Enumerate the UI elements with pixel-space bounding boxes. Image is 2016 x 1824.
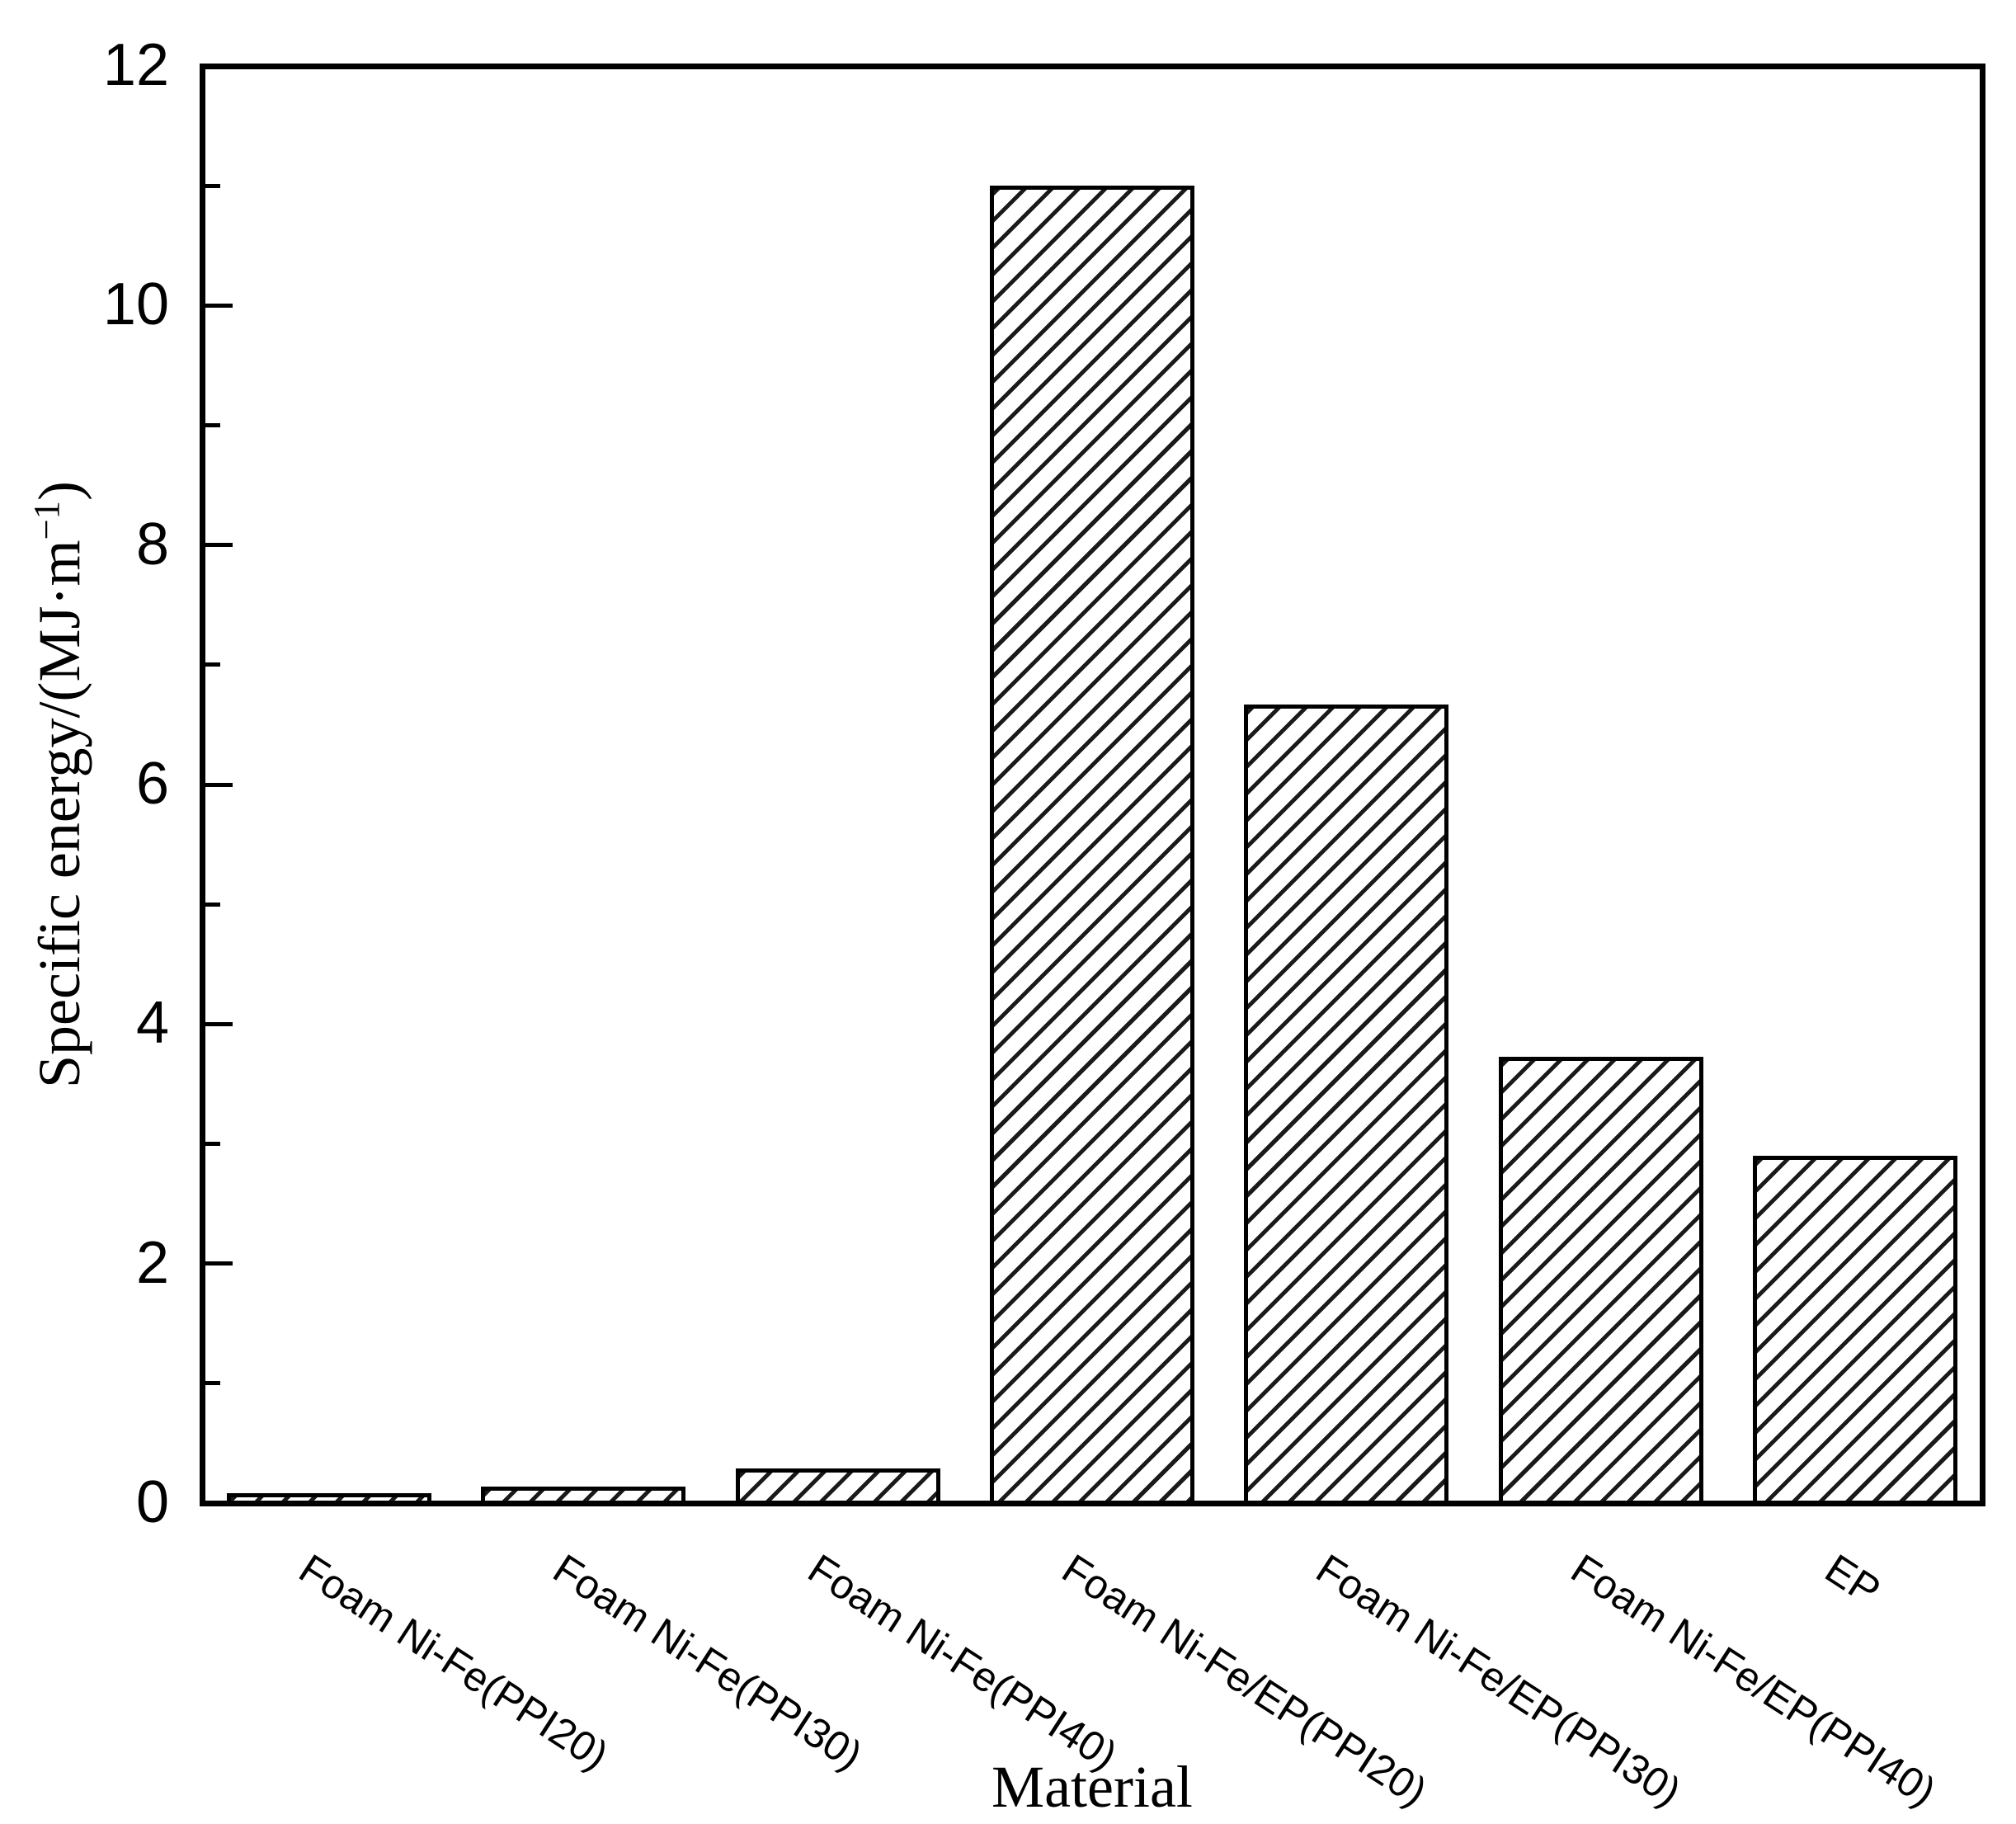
bar-3 [736, 1468, 940, 1506]
bar-4 [990, 186, 1194, 1506]
y-minor-tick [205, 184, 220, 188]
y-tick-label: 12 [102, 32, 169, 98]
bar-6 [1499, 1057, 1703, 1506]
y-minor-tick [205, 903, 220, 907]
x-tick-label: EP [1817, 1545, 1889, 1614]
x-axis-title: Material [992, 1754, 1193, 1820]
y-tick-label: 0 [135, 1469, 169, 1535]
y-axis-title-close: ) [26, 481, 92, 501]
y-major-tick [205, 543, 233, 547]
y-minor-tick [205, 423, 220, 427]
y-axis-title-text: Specific energy/(MJ·m [26, 540, 92, 1088]
y-major-tick [205, 1022, 233, 1026]
y-minor-tick [205, 662, 220, 667]
bar-2 [481, 1487, 685, 1506]
bar-1 [227, 1493, 431, 1506]
y-tick-label: 10 [102, 271, 169, 337]
bar-7 [1753, 1156, 1957, 1506]
y-major-tick [205, 783, 233, 787]
y-major-tick [205, 304, 233, 308]
y-tick-label: 2 [135, 1230, 169, 1296]
bar-5 [1244, 705, 1448, 1506]
y-tick-label: 4 [135, 990, 169, 1056]
y-axis-title: Specific energy/(MJ·m−1) [26, 481, 92, 1088]
y-tick-label: 6 [135, 751, 169, 817]
y-minor-tick [205, 1381, 220, 1385]
y-axis-title-superscript: −1 [26, 501, 67, 540]
y-tick-label: 8 [135, 511, 169, 577]
y-minor-tick [205, 1142, 220, 1146]
y-major-tick [205, 1261, 233, 1265]
